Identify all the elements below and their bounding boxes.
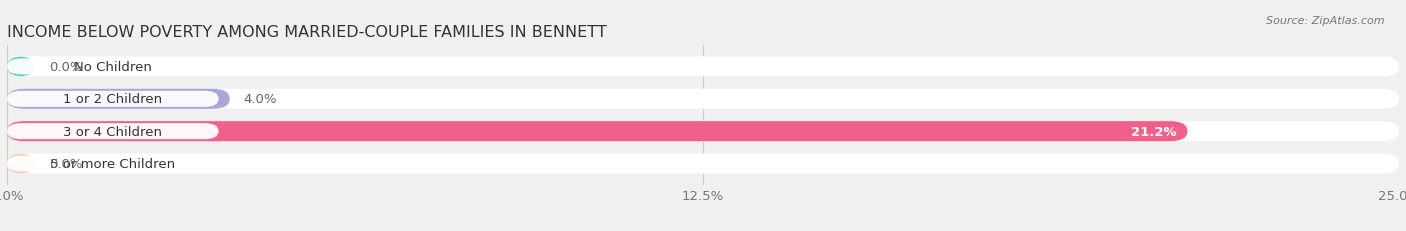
Text: 3 or 4 Children: 3 or 4 Children: [63, 125, 162, 138]
Text: 4.0%: 4.0%: [243, 93, 277, 106]
FancyBboxPatch shape: [7, 57, 35, 77]
Text: INCOME BELOW POVERTY AMONG MARRIED-COUPLE FAMILIES IN BENNETT: INCOME BELOW POVERTY AMONG MARRIED-COUPL…: [7, 24, 607, 40]
FancyBboxPatch shape: [7, 124, 218, 140]
FancyBboxPatch shape: [7, 57, 1399, 77]
Text: Source: ZipAtlas.com: Source: ZipAtlas.com: [1267, 16, 1385, 26]
FancyBboxPatch shape: [7, 122, 1399, 142]
Text: 5 or more Children: 5 or more Children: [51, 157, 176, 170]
FancyBboxPatch shape: [7, 91, 218, 107]
FancyBboxPatch shape: [7, 122, 1188, 142]
Text: 0.0%: 0.0%: [49, 157, 83, 170]
FancyBboxPatch shape: [7, 154, 1399, 174]
FancyBboxPatch shape: [7, 156, 218, 172]
FancyBboxPatch shape: [7, 154, 35, 174]
FancyBboxPatch shape: [7, 59, 218, 75]
Text: 21.2%: 21.2%: [1130, 125, 1177, 138]
Text: 1 or 2 Children: 1 or 2 Children: [63, 93, 162, 106]
FancyBboxPatch shape: [7, 89, 229, 109]
Text: 0.0%: 0.0%: [49, 61, 83, 74]
FancyBboxPatch shape: [7, 89, 1399, 109]
Text: No Children: No Children: [75, 61, 152, 74]
